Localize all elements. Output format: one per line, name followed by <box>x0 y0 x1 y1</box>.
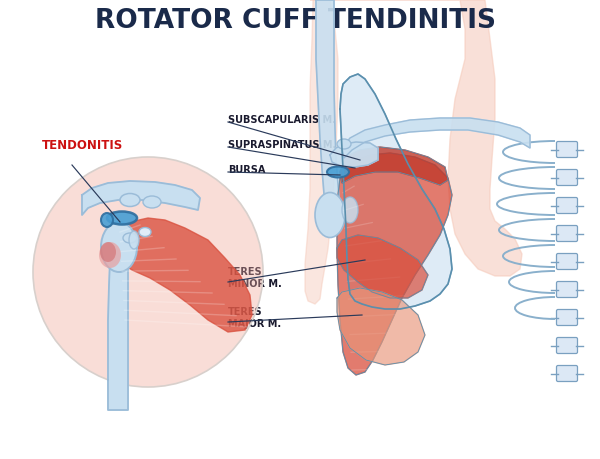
Polygon shape <box>342 118 530 158</box>
Polygon shape <box>112 218 252 332</box>
Ellipse shape <box>120 194 140 207</box>
Ellipse shape <box>139 228 151 236</box>
Ellipse shape <box>123 233 137 243</box>
Ellipse shape <box>107 212 137 224</box>
Ellipse shape <box>129 231 139 249</box>
FancyBboxPatch shape <box>557 253 577 269</box>
FancyBboxPatch shape <box>557 337 577 353</box>
Text: ROTATOR CUFF TENDINITIS: ROTATOR CUFF TENDINITIS <box>95 8 496 34</box>
Polygon shape <box>310 0 522 276</box>
Ellipse shape <box>337 139 351 149</box>
Text: SUPRASPINATUS M.: SUPRASPINATUS M. <box>228 140 336 150</box>
Ellipse shape <box>315 192 345 237</box>
FancyBboxPatch shape <box>557 169 577 185</box>
Text: TENDONITIS: TENDONITIS <box>42 139 123 152</box>
Ellipse shape <box>101 222 137 272</box>
Polygon shape <box>316 0 340 224</box>
Circle shape <box>33 157 263 387</box>
Text: TERES
MAJOR M.: TERES MAJOR M. <box>228 307 281 329</box>
Ellipse shape <box>101 213 113 227</box>
Polygon shape <box>108 245 130 410</box>
Ellipse shape <box>342 197 358 223</box>
Ellipse shape <box>327 167 349 178</box>
FancyBboxPatch shape <box>557 281 577 297</box>
Polygon shape <box>337 235 428 298</box>
Polygon shape <box>337 288 425 365</box>
Polygon shape <box>337 153 452 375</box>
Polygon shape <box>305 0 338 304</box>
Ellipse shape <box>143 196 161 208</box>
FancyBboxPatch shape <box>557 141 577 157</box>
Polygon shape <box>82 181 200 215</box>
FancyBboxPatch shape <box>557 365 577 381</box>
FancyBboxPatch shape <box>557 309 577 325</box>
Text: SUBSCAPULARIS M.: SUBSCAPULARIS M. <box>228 115 336 125</box>
Polygon shape <box>340 74 452 309</box>
Polygon shape <box>330 142 378 167</box>
Text: BURSA: BURSA <box>228 165 265 175</box>
Ellipse shape <box>100 242 116 262</box>
Text: TERES
MINOR M.: TERES MINOR M. <box>228 267 282 289</box>
Polygon shape <box>340 147 448 185</box>
Ellipse shape <box>99 242 121 268</box>
FancyBboxPatch shape <box>557 225 577 241</box>
FancyBboxPatch shape <box>557 197 577 213</box>
